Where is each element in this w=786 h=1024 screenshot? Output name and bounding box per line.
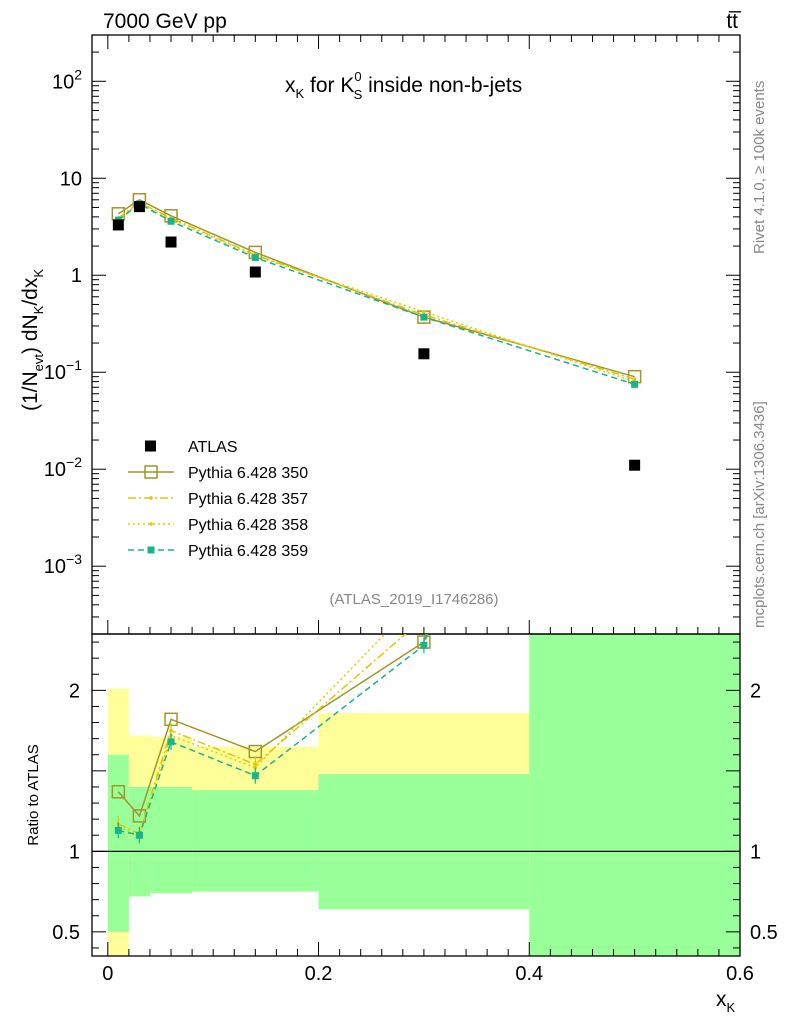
atlas-data-points	[112, 201, 641, 471]
mc-marker-filled-square	[135, 831, 143, 839]
atlas-data-point	[112, 219, 124, 231]
mc-marker-open-square	[111, 785, 126, 799]
legend-label: Pythia 6.428 350	[188, 465, 308, 482]
ratio-band-inner	[318, 774, 530, 910]
legend-label: Pythia 6.428 357	[188, 491, 308, 508]
ratio-plot-frame	[91, 633, 741, 957]
ylabel-c-sub: K	[31, 269, 46, 278]
x-tick-label: 0.4	[515, 963, 543, 985]
energy-label: 7000 GeV pp	[103, 10, 227, 33]
atlas-data-point	[165, 236, 177, 248]
ratio-tick-label-left: 1	[69, 841, 80, 863]
ratio-band-inner	[149, 786, 193, 894]
ratio-band-inner	[107, 754, 129, 932]
y-tick-label: 10	[60, 168, 82, 190]
mc-marker-filled-square	[631, 380, 639, 388]
mc-series-line	[117, 198, 635, 378]
title-k: K	[340, 74, 354, 97]
xlabel-sub: K	[727, 1000, 736, 1015]
mc-marker-dot	[253, 765, 258, 770]
legend-label: Pythia 6.428 359	[188, 543, 308, 560]
ratio-y-axis-ticks: 0.5 0.5 1 1 2 2	[52, 641, 778, 949]
mc-series-line	[117, 201, 635, 380]
x-tick-label: 0	[102, 963, 113, 985]
legend-label: Pythia 6.428 358	[188, 517, 308, 534]
atlas-data-point	[629, 459, 641, 471]
y-tick-label: 10−2	[44, 454, 82, 481]
ratio-series-lines	[111, 634, 431, 844]
ratio-tick-label-right: 1	[750, 841, 761, 863]
mc-marker-filled-square	[167, 738, 175, 746]
mc-marker-dot	[149, 522, 153, 526]
mc-marker-dot	[632, 377, 637, 381]
ratio-band-inner	[192, 790, 319, 892]
mc-series-line	[117, 202, 635, 386]
ylabel-a: (1/N	[19, 371, 42, 411]
x-axis-ticks: 0 0.2 0.4 0.6	[102, 35, 754, 985]
y-tick-base: 10	[44, 362, 66, 384]
y-tick-base: 10	[44, 459, 66, 481]
mc-marker-filled-square	[251, 254, 259, 262]
ratio-y-axis-label: Ratio to ATLAS	[25, 744, 42, 845]
y-tick-exponent: −2	[66, 454, 82, 470]
y-tick-exponent: −1	[66, 357, 82, 373]
mcplots-label: mcplots.cern.ch [arXiv:1306.3436]	[751, 401, 768, 628]
legend: ATLAS Pythia 6.428 350 Pythia 6.428 357 Pyt…	[128, 439, 308, 560]
title-k-sub: S	[354, 87, 363, 102]
ratio-band-inner	[529, 634, 740, 956]
y-tick-label: 102	[52, 66, 82, 93]
process-label: tt̅	[726, 10, 742, 33]
title-x: x	[285, 74, 296, 97]
ylabel-a-sub: evt	[31, 354, 46, 372]
mc-marker-dot	[149, 496, 153, 500]
ylabel-b-sub: K	[31, 305, 46, 314]
legend-atlas-label: ATLAS	[188, 439, 238, 456]
atlas-data-point	[133, 201, 145, 213]
x-axis-label: xK	[716, 988, 736, 1015]
atlas-data-point	[418, 348, 430, 360]
title-x-sub: K	[296, 86, 305, 101]
y-tick-label: 10−3	[44, 551, 82, 578]
ratio-series-line	[118, 634, 407, 835]
ratio-tick-label-left: 2	[69, 680, 80, 702]
legend-atlas-marker	[145, 440, 156, 452]
x-tick-label: 0.6	[726, 963, 754, 985]
mc-marker-filled-square	[420, 313, 428, 321]
ratio-series-line	[118, 634, 428, 837]
mc-series-lines	[111, 193, 642, 388]
mc-marker-filled-square	[420, 641, 428, 649]
ylabel-b: ) dN	[19, 314, 42, 354]
y-tick-label: 1	[71, 265, 82, 287]
y-tick-base: 10	[44, 556, 66, 578]
title-k-sup: 0	[354, 69, 361, 84]
plot-title: xK for K0 S inside non-b-jets	[285, 69, 522, 102]
mc-marker-open-square	[144, 465, 158, 479]
y-tick-base: 10	[52, 71, 74, 93]
mc-marker-filled-square	[251, 772, 259, 780]
ratio-tick-label-right: 2	[750, 680, 761, 702]
ratio-series-group	[111, 634, 431, 844]
x-tick-label: 0.2	[305, 963, 333, 985]
mc-marker-filled-square	[114, 826, 122, 834]
ratio-tick-label-right: 0.5	[750, 922, 778, 944]
y-tick-exponent: 2	[74, 66, 82, 82]
y-tick-label: 10−1	[44, 357, 82, 384]
mc-marker-filled-square	[147, 546, 155, 554]
title-tail: inside non-b-jets	[362, 74, 522, 97]
y-tick-exponent: −3	[66, 551, 82, 567]
ratio-tick-label-left: 0.5	[52, 922, 80, 944]
mc-marker-dot	[422, 309, 426, 314]
rivet-label: Rivet 4.1.0, ≥ 100k events	[751, 81, 768, 254]
ratio-series-line	[117, 634, 427, 818]
mc-marker-filled-square	[167, 217, 175, 225]
analysis-id: (ATLAS_2019_I1746286)	[329, 591, 498, 608]
ratio-uncertainty-bands	[92, 634, 740, 956]
title-mid: for	[304, 74, 340, 97]
atlas-data-point	[249, 266, 261, 278]
ylabel-c: /dx	[19, 277, 42, 306]
xlabel-main: x	[716, 988, 727, 1011]
main-y-axis-label: (1/Nevt) dNK/dxK	[19, 269, 46, 411]
